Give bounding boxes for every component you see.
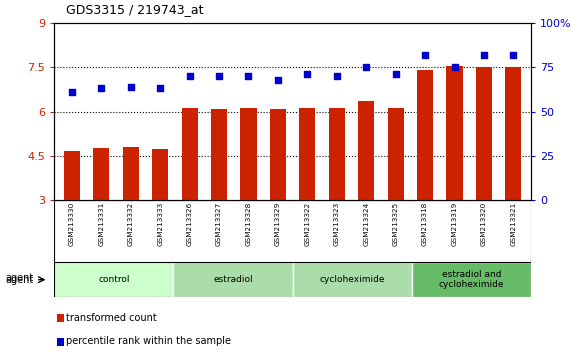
Point [509, 52, 518, 58]
Text: GSM213321: GSM213321 [510, 202, 516, 246]
Point [391, 72, 400, 77]
Bar [476, 67, 492, 200]
Point [156, 86, 165, 91]
Text: GSM213327: GSM213327 [216, 202, 222, 246]
Bar [174, 262, 292, 297]
Bar [329, 108, 345, 200]
Text: GSM213320: GSM213320 [481, 202, 487, 246]
Point [450, 64, 459, 70]
Bar [54, 262, 174, 297]
Point [96, 86, 106, 91]
Bar [447, 66, 463, 200]
Point [244, 73, 253, 79]
Point [480, 52, 489, 58]
Text: GSM213333: GSM213333 [157, 202, 163, 246]
Text: GSM213322: GSM213322 [304, 202, 311, 246]
Point [361, 64, 371, 70]
Text: GSM213330: GSM213330 [69, 202, 75, 246]
Bar [123, 147, 139, 200]
Text: transformed count: transformed count [66, 313, 156, 322]
Bar [388, 108, 404, 200]
Text: GSM213323: GSM213323 [334, 202, 340, 246]
Text: agent: agent [6, 273, 34, 283]
Bar [270, 109, 286, 200]
Point [67, 89, 77, 95]
Bar [292, 262, 412, 297]
Text: GSM213319: GSM213319 [452, 202, 457, 246]
Bar [505, 67, 521, 200]
Point [215, 73, 224, 79]
Text: GSM213331: GSM213331 [98, 202, 104, 246]
Bar [412, 262, 531, 297]
Text: GSM213332: GSM213332 [128, 202, 134, 246]
Bar [93, 148, 110, 200]
Text: GSM213328: GSM213328 [246, 202, 251, 246]
Text: GSM213325: GSM213325 [393, 202, 399, 246]
Text: estradiol and
cycloheximide: estradiol and cycloheximide [439, 270, 504, 289]
Point [303, 72, 312, 77]
Bar [417, 70, 433, 200]
Point [274, 77, 283, 82]
Point [420, 52, 429, 58]
Bar [152, 149, 168, 200]
Text: GSM213324: GSM213324 [363, 202, 369, 246]
Bar [64, 152, 80, 200]
Bar [240, 108, 256, 200]
Text: agent: agent [6, 275, 34, 285]
Point [126, 84, 135, 90]
Text: GSM213318: GSM213318 [422, 202, 428, 246]
Bar [211, 109, 227, 200]
Bar [182, 108, 198, 200]
Text: percentile rank within the sample: percentile rank within the sample [66, 336, 231, 346]
Bar [299, 108, 315, 200]
Text: control: control [98, 275, 130, 284]
Text: GSM213326: GSM213326 [187, 202, 192, 246]
Point [185, 73, 194, 79]
Text: cycloheximide: cycloheximide [320, 275, 385, 284]
Text: estradiol: estradiol [213, 275, 253, 284]
Text: GDS3315 / 219743_at: GDS3315 / 219743_at [66, 3, 203, 16]
Text: GSM213329: GSM213329 [275, 202, 281, 246]
Bar [358, 101, 375, 200]
Point [332, 73, 341, 79]
